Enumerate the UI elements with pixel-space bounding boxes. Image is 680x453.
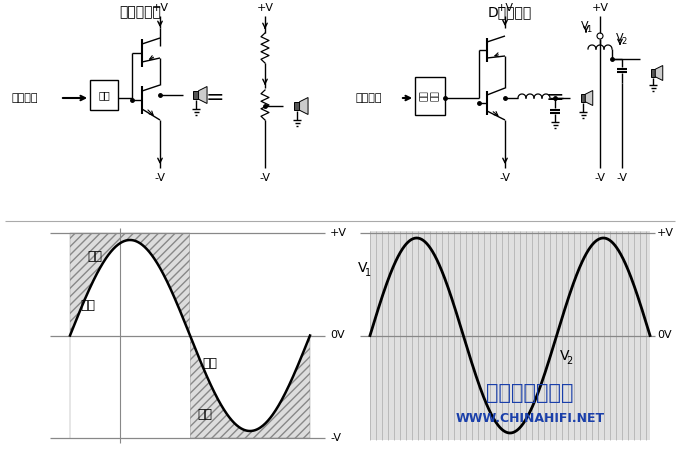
Text: -V: -V [260,173,271,183]
Text: 1: 1 [586,24,592,34]
Text: +V: +V [592,3,609,13]
Text: V: V [581,21,589,31]
Text: V: V [358,261,368,275]
Text: 放大: 放大 [98,90,110,100]
Text: +V: +V [152,3,169,13]
Text: -V: -V [330,433,341,443]
Bar [415,77,445,115]
Text: +V: +V [496,3,513,13]
Text: 2: 2 [566,356,573,366]
Polygon shape [300,97,308,115]
Text: -V: -V [154,173,165,183]
Text: 中国家庭影院网: 中国家庭影院网 [486,383,574,403]
Text: +V: +V [657,228,674,238]
Text: =: = [205,88,224,108]
Text: 0V: 0V [330,331,345,341]
Text: 损失: 损失 [88,250,103,262]
Polygon shape [585,91,593,106]
Bar [193,91,199,99]
Bar [370,231,650,440]
Text: D类放大器: D类放大器 [488,5,532,19]
Text: 模拟放大器: 模拟放大器 [119,5,161,19]
Text: V: V [616,33,624,43]
Bar [651,69,656,77]
Bar [581,94,585,102]
Text: WWW.CHINAHIFI.NET: WWW.CHINAHIFI.NET [456,411,605,424]
Text: -V: -V [617,173,628,183]
Text: 输出: 输出 [80,299,95,312]
Text: 2: 2 [622,37,627,45]
Text: 输出: 输出 [203,357,218,370]
Polygon shape [656,66,663,81]
Text: 模拟信号: 模拟信号 [12,93,39,103]
Text: +V: +V [256,3,273,13]
Text: 损失: 损失 [197,409,212,421]
Text: V: V [560,348,570,362]
Bar [294,102,300,110]
Text: -V: -V [500,173,511,183]
Text: +V: +V [330,228,347,238]
Text: -V: -V [594,173,605,183]
Text: 1: 1 [365,268,371,278]
Bar [90,80,118,110]
Polygon shape [199,87,207,103]
Text: 0V: 0V [657,331,672,341]
Text: =: = [545,88,564,108]
Text: 驱动
电路: 驱动 电路 [420,91,440,101]
Text: 数字信号: 数字信号 [355,93,381,103]
